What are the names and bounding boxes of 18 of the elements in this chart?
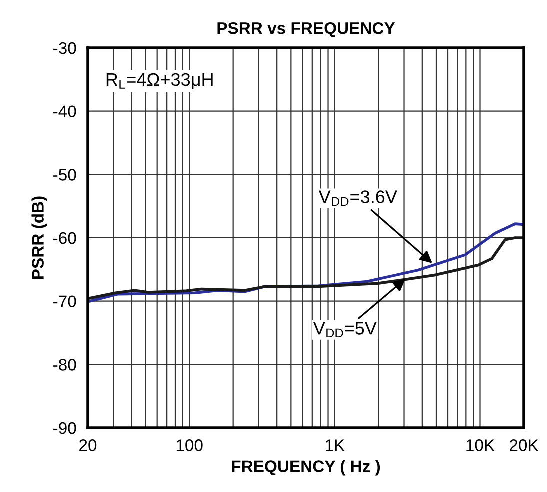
x-tick-label: 10K bbox=[466, 440, 495, 452]
annotation: V$_{DD}$=5V bbox=[313, 322, 377, 338]
y-tick-label: -70 bbox=[54, 296, 76, 308]
y-axis-title: PSRR (dB) bbox=[32, 196, 48, 280]
y-tick-label: -30 bbox=[54, 42, 76, 54]
x-tick-label: 20 bbox=[80, 440, 97, 452]
x-tick-label: 1K bbox=[326, 440, 345, 452]
y-tick-label: -50 bbox=[54, 169, 76, 181]
y-tick-label: -40 bbox=[54, 106, 76, 118]
x-tick-label: 100 bbox=[176, 440, 203, 452]
chart-title: PSRR vs FREQUENCY bbox=[218, 22, 396, 38]
x-axis-title: FREQUENCY ( Hz ) bbox=[232, 460, 380, 476]
y-tick-label: -80 bbox=[54, 359, 76, 371]
y-tick-label: -60 bbox=[54, 232, 76, 244]
x-tick-label: 20K bbox=[510, 440, 539, 452]
annotation: R$_{L}$=4Ω+33μH bbox=[106, 73, 213, 90]
y-tick-label: -90 bbox=[54, 422, 76, 434]
annotation: V$_{DD}$=3.6V bbox=[318, 190, 398, 206]
